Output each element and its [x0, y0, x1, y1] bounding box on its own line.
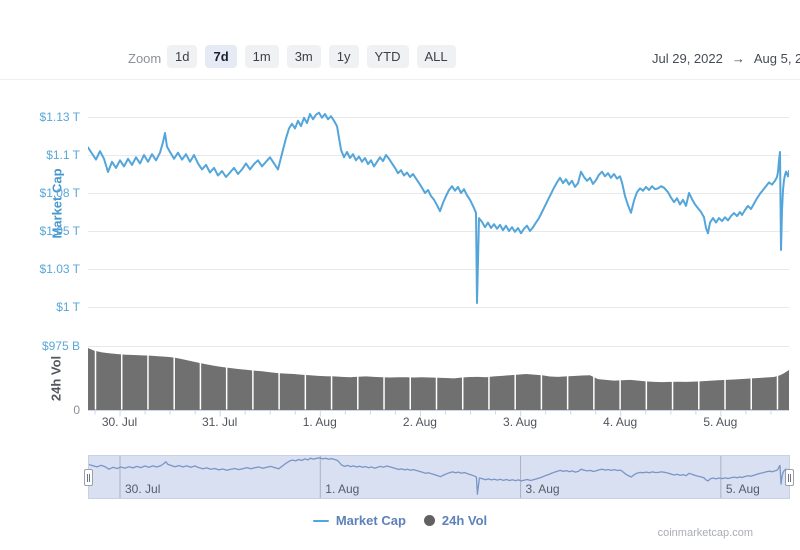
navigator-right-handle[interactable] [785, 469, 794, 486]
legend-line-marker-icon [312, 519, 329, 522]
x-axis-label: 1. Aug [302, 415, 337, 429]
y-axis-label: $1.08 T [39, 186, 80, 200]
navigator-date-label: 30. Jul [125, 482, 161, 496]
toolbar-divider [0, 79, 800, 80]
zoom-button-7d[interactable]: 7d [205, 45, 237, 68]
legend-item-label: 24h Vol [441, 513, 488, 528]
navigator-line [88, 457, 790, 495]
legend: Market Cap 24h Vol [0, 513, 800, 528]
volume-bars[interactable] [88, 348, 789, 410]
y-axis-label: $1.03 T [39, 262, 80, 276]
date-range-start[interactable]: Jul 29, 2022 [652, 51, 723, 66]
volume-axis-label: $975 B [41, 339, 80, 353]
legend-circle-marker-icon [423, 515, 435, 526]
zoom-button-1d[interactable]: 1d [167, 45, 198, 68]
zoom-label: Zoom [128, 51, 162, 66]
navigator-date-label: 5. Aug [725, 482, 760, 496]
market-cap-line[interactable] [88, 111, 789, 304]
volume-bar-chart[interactable] [88, 346, 789, 417]
navigator-mini-chart[interactable] [88, 456, 790, 498]
zoom-button-1m[interactable]: 1m [244, 45, 279, 68]
y-axis-label: $1.1 T [46, 148, 80, 162]
navigator-date-label: 1. Aug [325, 482, 360, 496]
navigator-date-label: 3. Aug [525, 482, 560, 496]
volume-axis-label: 0 [73, 403, 80, 417]
legend-item-market-cap[interactable]: Market Cap [312, 513, 406, 528]
zoom-buttons: 1d 7d 1m 3m 1y YTD ALL [167, 45, 456, 68]
date-range-end[interactable]: Aug 5, 2022 [753, 51, 800, 66]
zoom-button-ALL[interactable]: ALL [416, 45, 456, 68]
y-axis-label: $1.13 T [39, 110, 80, 124]
date-range[interactable]: Jul 29, 2022 → Aug 5, 2022 [652, 51, 800, 66]
x-axis-label: 3. Aug [503, 415, 538, 429]
navigator-left-handle[interactable] [84, 469, 93, 486]
zoom-button-YTD[interactable]: YTD [366, 45, 409, 68]
chart-credit[interactable]: coinmarketcap.com [657, 527, 753, 539]
zoom-button-3m[interactable]: 3m [286, 45, 321, 68]
legend-item-label: Market Cap [335, 513, 406, 528]
y-axis-label: $1.05 T [39, 224, 80, 238]
arrow-right-icon: → [731, 51, 745, 66]
market-cap-line-chart[interactable] [88, 100, 789, 308]
x-axis-label: 4. Aug [603, 415, 638, 429]
x-axis-label: 2. Aug [402, 415, 437, 429]
zoom-button-1y[interactable]: 1y [328, 45, 359, 68]
x-axis-label: 30. Jul [101, 415, 138, 429]
x-axis-label: 5. Aug [703, 415, 738, 429]
legend-item-volume[interactable]: 24h Vol [423, 513, 488, 528]
navigator[interactable]: 30. Jul 1. Aug 3. Aug 5. Aug [88, 455, 790, 499]
y-axis-label: $1 T [56, 300, 80, 314]
x-axis-label: 31. Jul [201, 415, 238, 429]
